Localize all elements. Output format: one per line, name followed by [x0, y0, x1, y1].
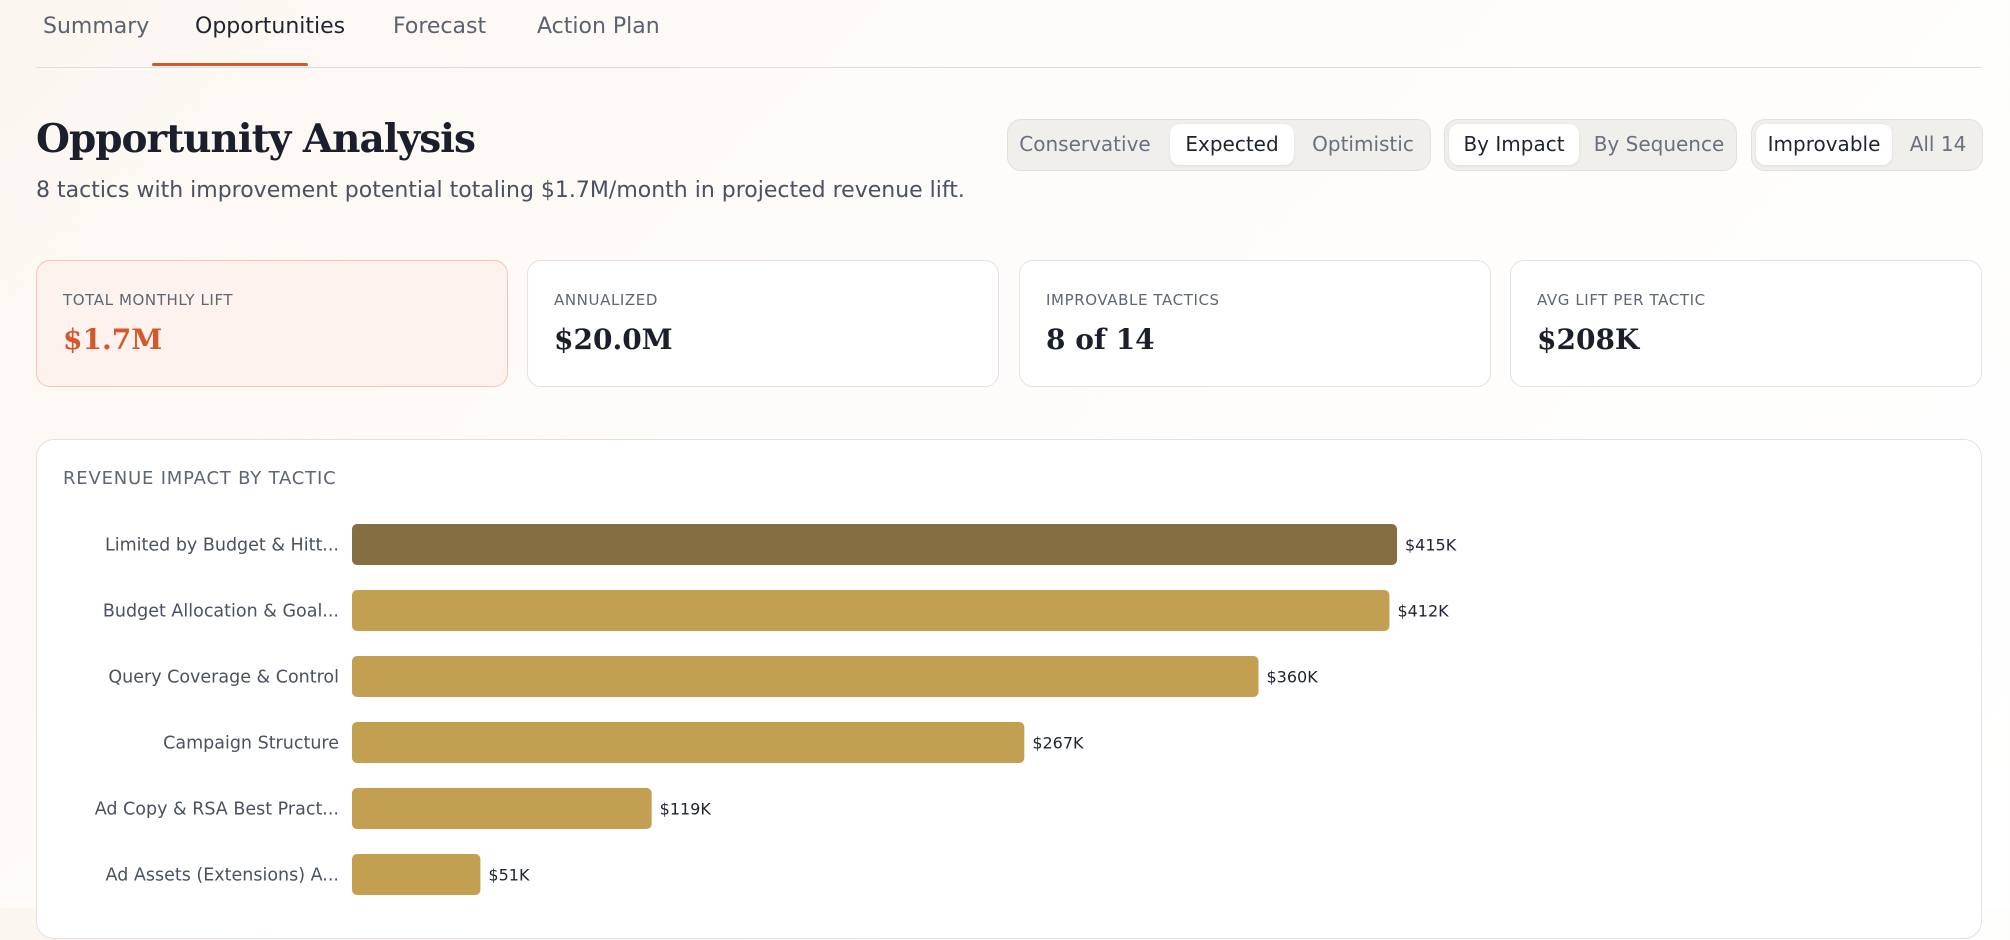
bar-category-label: Query Coverage & Control [108, 668, 339, 688]
bar-value-label: $360K [1267, 668, 1319, 687]
kpi-value: $20.0M [554, 323, 673, 356]
tab-action-plan[interactable]: Action Plan [537, 14, 660, 39]
kpi-card-total-monthly-lift: TOTAL MONTHLY LIFT $1.7M [36, 260, 508, 387]
kpi-value: 8 of 14 [1046, 323, 1155, 356]
bar-category-label: Limited by Budget & Hitt... [105, 536, 339, 556]
kpi-card-improvable-tactics: IMPROVABLE TACTICS 8 of 14 [1019, 260, 1491, 387]
tab-forecast[interactable]: Forecast [393, 14, 487, 39]
bar[interactable] [352, 656, 1259, 697]
kpi-label: TOTAL MONTHLY LIFT [63, 291, 234, 309]
tab-opportunities[interactable]: Opportunities [195, 14, 346, 39]
bar-value-label: $119K [660, 800, 712, 819]
bar-category-label: Campaign Structure [163, 734, 339, 754]
kpi-card-avg-lift: AVG LIFT PER TACTIC $208K [1510, 260, 1982, 387]
kpi-value: $208K [1537, 323, 1640, 356]
page-subtitle: 8 tactics with improvement potential tot… [36, 178, 965, 203]
bar[interactable] [352, 788, 652, 829]
tab-summary[interactable]: Summary [43, 14, 150, 39]
active-tab-indicator [152, 63, 308, 66]
filter-all-button[interactable]: All 14 [1909, 132, 1967, 156]
bar[interactable] [352, 854, 481, 895]
bar-value-label: $267K [1032, 734, 1084, 753]
revenue-impact-bar-chart: Limited by Budget & Hitt... $415K Budget A… [95, 524, 1457, 895]
scenario-toggle: Conservative Expected Optimistic [1007, 119, 1431, 171]
kpi-card-annualized: ANNUALIZED $20.0M [527, 260, 999, 387]
tab-bar: Summary Opportunities Forecast Action Pl… [36, 0, 1982, 68]
filter-toggle: Improvable All 14 [1751, 119, 1983, 171]
kpi-value: $1.7M [63, 323, 163, 356]
kpi-label: ANNUALIZED [554, 291, 659, 309]
sort-by-sequence-button[interactable]: By Sequence [1593, 132, 1725, 156]
kpi-label: IMPROVABLE TACTICS [1046, 291, 1220, 309]
scenario-optimistic-button[interactable]: Optimistic [1312, 132, 1414, 156]
page-title: Opportunity Analysis [36, 116, 476, 162]
sort-toggle: By Impact By Sequence [1444, 119, 1737, 171]
revenue-impact-chart-panel: REVENUE IMPACT BY TACTIC Limited by Budg… [36, 439, 1982, 939]
bar-value-label: $412K [1397, 602, 1449, 621]
kpi-label: AVG LIFT PER TACTIC [1537, 291, 1706, 309]
bar-category-label: Ad Copy & RSA Best Pract... [95, 800, 339, 820]
filter-improvable-button[interactable]: Improvable [1756, 124, 1892, 165]
chart-title: REVENUE IMPACT BY TACTIC [63, 468, 337, 489]
sort-by-impact-button[interactable]: By Impact [1449, 124, 1579, 165]
bar-category-label: Ad Assets (Extensions) A... [106, 866, 339, 886]
bar[interactable] [352, 524, 1397, 565]
bar[interactable] [352, 722, 1025, 763]
bar[interactable] [352, 590, 1390, 631]
bar-value-label: $415K [1405, 536, 1457, 555]
bar-value-label: $51K [488, 866, 530, 885]
scenario-expected-button[interactable]: Expected [1170, 124, 1294, 165]
bar-category-label: Budget Allocation & Goal... [103, 602, 339, 622]
scenario-conservative-button[interactable]: Conservative [1019, 132, 1151, 156]
